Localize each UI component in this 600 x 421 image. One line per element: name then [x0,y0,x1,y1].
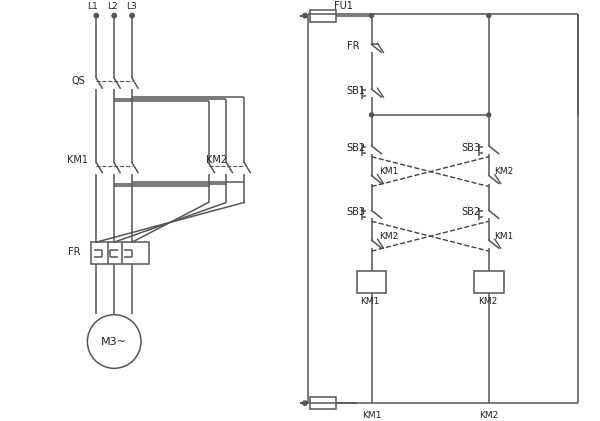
Bar [91,242,149,264]
Text: L3: L3 [126,2,136,11]
Bar [310,10,336,21]
Text: SB2: SB2 [347,143,366,153]
Text: KM1: KM1 [361,297,380,306]
Circle shape [94,13,98,18]
Text: SB1: SB1 [347,86,365,96]
Text: KM2: KM2 [478,297,497,306]
Text: FU1: FU1 [334,1,353,11]
Bar [356,271,386,293]
Text: KM1: KM1 [494,232,513,241]
Circle shape [303,401,307,405]
Text: L2: L2 [107,2,118,11]
Text: KM1: KM1 [67,155,88,165]
Circle shape [303,13,307,18]
Text: KM1: KM1 [362,410,381,420]
Text: FR: FR [347,41,359,51]
Text: SB3: SB3 [461,143,480,153]
Text: KM2: KM2 [494,167,513,176]
Bar [474,271,503,293]
Text: KM2: KM2 [379,232,399,241]
Text: SB3: SB3 [347,207,365,217]
Text: KM2: KM2 [206,155,227,165]
Text: FR: FR [68,247,81,257]
Circle shape [130,13,134,18]
Circle shape [487,13,491,18]
Circle shape [112,13,116,18]
Bar [310,397,336,409]
Text: M3~: M3~ [101,336,127,346]
Circle shape [487,113,491,117]
Circle shape [370,13,374,18]
Text: KM1: KM1 [379,167,399,176]
Text: SB2: SB2 [461,207,480,217]
Text: KM2: KM2 [479,410,499,420]
Text: L1: L1 [87,2,98,11]
Circle shape [370,113,374,117]
Text: QS: QS [71,76,85,86]
